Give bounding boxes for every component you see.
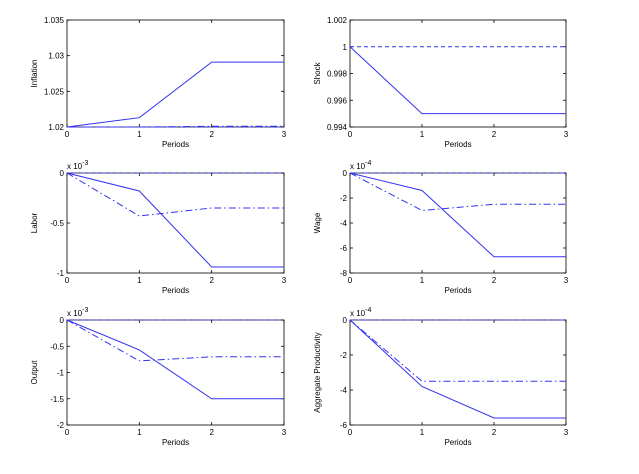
x-tick-label: 0	[65, 428, 70, 437]
y-tick-label: 0.998	[327, 70, 348, 79]
y-tick-label: 1	[343, 43, 348, 52]
x-tick-label: 2	[209, 276, 214, 285]
x-tick-label: 2	[492, 276, 497, 285]
panel-shock: 0 1 2 3 0.994 0.996 0.998 1 1.002 Periods Shock	[313, 16, 569, 149]
y-tick-label: -2	[340, 351, 348, 360]
y-tick-label: -0.5	[50, 342, 64, 351]
series-line-solid	[66, 319, 284, 400]
y-axis-label: Shock	[313, 61, 322, 84]
x-tick-label: 2	[492, 428, 497, 437]
y-tick-label: -1	[57, 269, 65, 278]
x-tick-label: 1	[137, 428, 142, 437]
x-tick-label: 0	[348, 276, 353, 285]
x-tick-label: 1	[137, 130, 142, 139]
x-tick-label: 1	[420, 276, 425, 285]
y-tick-label: -1.5	[50, 395, 64, 404]
x-tick-label: 0	[348, 428, 353, 437]
series-line-solid	[66, 172, 284, 268]
y-axis-label: Inflation	[30, 59, 39, 87]
y-tick-label: -8	[340, 269, 348, 278]
series-line-dashdot	[66, 319, 284, 362]
y-tick-label: -2	[340, 194, 348, 203]
series-line-dashdot	[67, 125, 284, 128]
x-tick-label: 2	[209, 130, 214, 139]
x-axis-label: Periods	[444, 286, 471, 295]
axes-box	[66, 172, 285, 274]
x-tick-label: 3	[564, 276, 569, 285]
y-axis-label: Aggregate Productivity	[313, 332, 322, 413]
axes-box	[66, 319, 285, 426]
x-axis-label: Periods	[162, 438, 189, 447]
y-axis-label: Wage	[313, 212, 322, 233]
y-tick-label: 0	[60, 169, 65, 178]
x-tick-label: 0	[348, 130, 353, 139]
x-tick-label: 2	[492, 130, 497, 139]
x-tick-label: 1	[137, 276, 142, 285]
axis-exponent: x 10-4	[350, 160, 371, 171]
axis-exponent: x 10-4	[350, 307, 371, 318]
y-tick-label: 0	[60, 316, 65, 325]
x-tick-label: 3	[564, 428, 569, 437]
panel-inflation: 0 1 2 3 1.02 1.025 1.03 1.035 Periods Inflation	[30, 16, 287, 149]
y-tick-label: 0.994	[327, 123, 348, 132]
y-tick-label: 0.996	[327, 96, 348, 105]
y-tick-label: 1.03	[48, 52, 64, 61]
y-tick-label: -4	[340, 386, 348, 395]
x-axis-label: Periods	[444, 438, 471, 447]
series-line-dashdot	[66, 172, 284, 217]
axes-box	[66, 19, 285, 128]
series-line-solid	[66, 61, 284, 128]
x-axis-label: Periods	[444, 140, 471, 149]
y-tick-label: -1	[57, 369, 65, 378]
x-axis-label: Periods	[162, 286, 189, 295]
y-tick-label: -6	[340, 244, 348, 253]
y-tick-label: 1.025	[44, 87, 65, 96]
axes-box	[349, 319, 567, 426]
axis-exponent: x 10-3	[67, 307, 88, 318]
x-tick-label: 2	[209, 428, 214, 437]
y-tick-label: 1.035	[44, 16, 65, 25]
x-tick-label: 1	[420, 130, 425, 139]
y-tick-label: -6	[340, 421, 348, 430]
series-line-dashdot	[349, 319, 566, 382]
x-tick-label: 3	[564, 130, 569, 139]
x-tick-label: 0	[65, 276, 70, 285]
y-tick-label: -2	[57, 421, 65, 430]
series-line-dashdot	[349, 172, 566, 212]
axes-box	[349, 19, 567, 128]
y-tick-label: -4	[340, 219, 348, 228]
axis-exponent: x 10-3	[67, 160, 88, 171]
series-line-solid	[349, 172, 566, 258]
y-tick-label: 0	[343, 316, 348, 325]
series-line-solid	[349, 46, 566, 115]
y-axis-label: Output	[30, 360, 39, 385]
series-line-solid	[349, 319, 566, 419]
x-tick-label: 3	[282, 130, 287, 139]
y-tick-label: 0	[343, 169, 348, 178]
y-axis-label: Labor	[30, 212, 39, 233]
y-tick-label: 1.02	[48, 123, 64, 132]
y-tick-label: 1.002	[327, 16, 348, 25]
x-tick-label: 1	[420, 428, 425, 437]
x-tick-label: 3	[282, 428, 287, 437]
x-axis-label: Periods	[162, 140, 189, 149]
x-tick-label: 3	[282, 276, 287, 285]
x-tick-label: 0	[65, 130, 70, 139]
y-tick-label: -0.5	[50, 219, 64, 228]
